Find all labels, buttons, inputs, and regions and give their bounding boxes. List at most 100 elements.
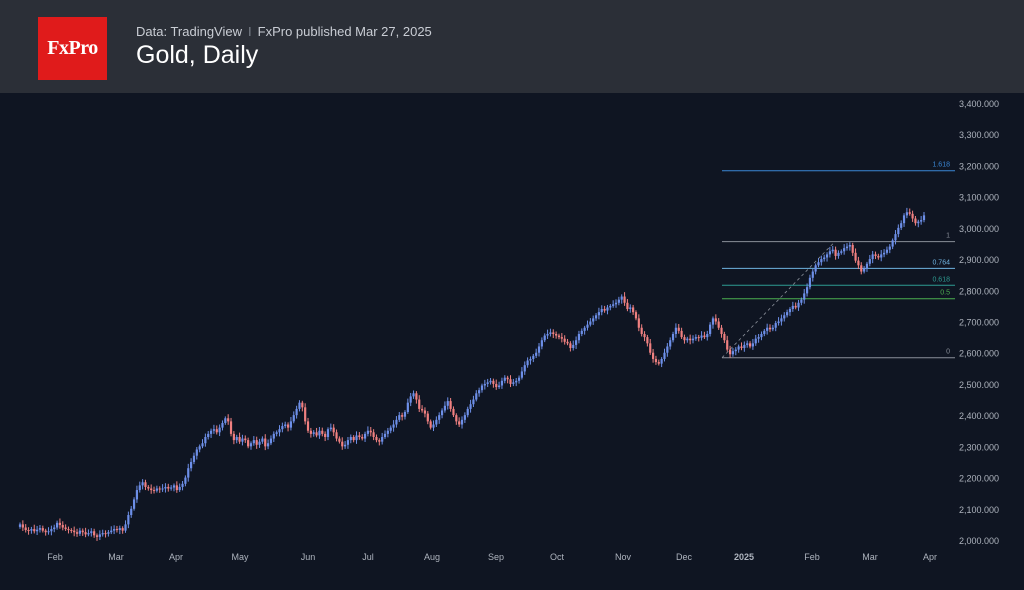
y-tick-label: 2,700.000 — [959, 318, 999, 328]
candle-body — [820, 259, 823, 263]
candle-body — [44, 530, 47, 533]
candle-body — [891, 240, 894, 247]
candle-body — [597, 312, 601, 316]
candle-body — [50, 529, 53, 532]
candle-body — [654, 358, 658, 363]
candle-body — [694, 337, 697, 339]
candle-body — [452, 408, 455, 416]
candle-body — [343, 444, 347, 447]
candle-body — [358, 435, 361, 437]
candle-body — [458, 421, 461, 425]
chart-header: FxPro Data: TradingView I FxPro published … — [0, 0, 1024, 93]
candle-body — [629, 307, 632, 310]
candle-body — [620, 296, 623, 300]
candle-body — [118, 528, 121, 531]
candle-body — [247, 440, 250, 447]
candle-body — [181, 483, 184, 487]
y-tick-label: 2,100.000 — [959, 505, 999, 515]
candle-body — [871, 254, 874, 260]
candle-body — [420, 408, 424, 411]
candle-body — [540, 340, 543, 347]
candle-body — [349, 436, 352, 441]
candle-body — [703, 335, 706, 338]
candle-body — [920, 220, 923, 222]
candle-body — [446, 401, 449, 406]
candle-body — [594, 315, 598, 319]
candle-body — [563, 338, 566, 342]
candle-body — [774, 323, 777, 328]
candle-body — [386, 430, 389, 434]
candle-body — [757, 337, 760, 339]
candle-body — [726, 340, 729, 350]
candle-body — [557, 335, 561, 338]
candle-body — [600, 309, 603, 313]
candle-body — [352, 436, 355, 441]
candle-body — [212, 429, 216, 431]
candle-body — [255, 440, 258, 445]
candle-body — [734, 349, 737, 352]
candle-body — [335, 432, 338, 439]
candle-body — [552, 332, 555, 334]
candle-body — [805, 287, 809, 294]
candle-body — [272, 433, 275, 439]
candle-body — [267, 443, 270, 447]
candle-body — [469, 404, 472, 409]
candle-body — [90, 531, 93, 534]
fib-level-label: 0.5 — [940, 290, 950, 297]
candle-body — [292, 415, 295, 422]
candle-body — [346, 440, 350, 445]
candle-body — [466, 408, 469, 416]
candle-body — [811, 271, 814, 278]
candle-body — [324, 433, 327, 437]
candle-body — [834, 249, 837, 256]
candle-body — [286, 424, 290, 428]
candle-body — [751, 343, 754, 347]
y-tick-label: 2,000.000 — [959, 536, 999, 546]
candle-body — [229, 421, 233, 434]
candle-body — [61, 525, 64, 528]
candle-body — [249, 443, 253, 447]
candle-body — [523, 365, 526, 372]
candle-body — [780, 318, 783, 322]
candle-body — [75, 532, 79, 534]
candle-body — [113, 529, 116, 531]
candle-body — [743, 344, 746, 349]
x-tick-label: Mar — [862, 552, 878, 562]
candle-body — [204, 436, 207, 444]
candle-body — [888, 246, 891, 250]
candle-body — [868, 259, 871, 264]
candle-body — [18, 524, 22, 527]
x-tick-label: Oct — [550, 552, 565, 562]
candle-body — [304, 407, 307, 422]
candle-body — [426, 413, 429, 422]
candle-body — [671, 333, 675, 341]
candle-body — [823, 257, 826, 260]
candle-body — [905, 212, 908, 216]
candle-body — [894, 234, 897, 241]
meta-separator: I — [248, 24, 252, 39]
x-tick-label: Apr — [923, 552, 937, 562]
candle-body — [717, 321, 720, 328]
y-tick-label: 3,000.000 — [959, 224, 999, 234]
y-tick-label: 2,300.000 — [959, 442, 999, 452]
candle-body — [569, 343, 572, 349]
candle-body — [560, 337, 563, 339]
candle-body — [269, 438, 273, 444]
candle-body — [238, 436, 241, 442]
candle-body — [577, 333, 581, 341]
candle-body — [460, 419, 464, 425]
candle-body — [786, 312, 789, 316]
candle-body — [666, 346, 669, 353]
candle-body — [443, 405, 447, 411]
candle-body — [258, 441, 261, 445]
candle-body — [241, 438, 244, 442]
candle-body — [332, 427, 335, 433]
x-tick-label: 2025 — [734, 552, 754, 562]
candle-body — [138, 485, 141, 491]
candle-body — [309, 430, 312, 434]
candle-body — [863, 268, 866, 272]
candle-body — [885, 249, 889, 253]
candle-body — [843, 248, 846, 252]
candle-body — [81, 530, 84, 533]
candle-body — [882, 252, 886, 255]
